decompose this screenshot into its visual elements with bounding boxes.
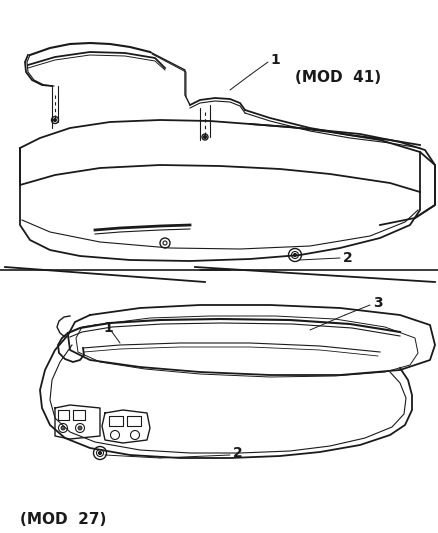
Circle shape	[99, 451, 102, 455]
Circle shape	[78, 426, 82, 430]
Text: 3: 3	[373, 296, 383, 310]
Text: 2: 2	[233, 446, 243, 460]
Text: 1: 1	[270, 53, 280, 67]
Text: (MOD  27): (MOD 27)	[20, 513, 106, 528]
Circle shape	[53, 118, 57, 122]
Circle shape	[204, 135, 206, 139]
Circle shape	[61, 426, 65, 430]
Circle shape	[293, 254, 297, 256]
Text: 2: 2	[343, 251, 353, 265]
Text: (MOD  41): (MOD 41)	[295, 70, 381, 85]
Text: 1: 1	[103, 321, 113, 335]
